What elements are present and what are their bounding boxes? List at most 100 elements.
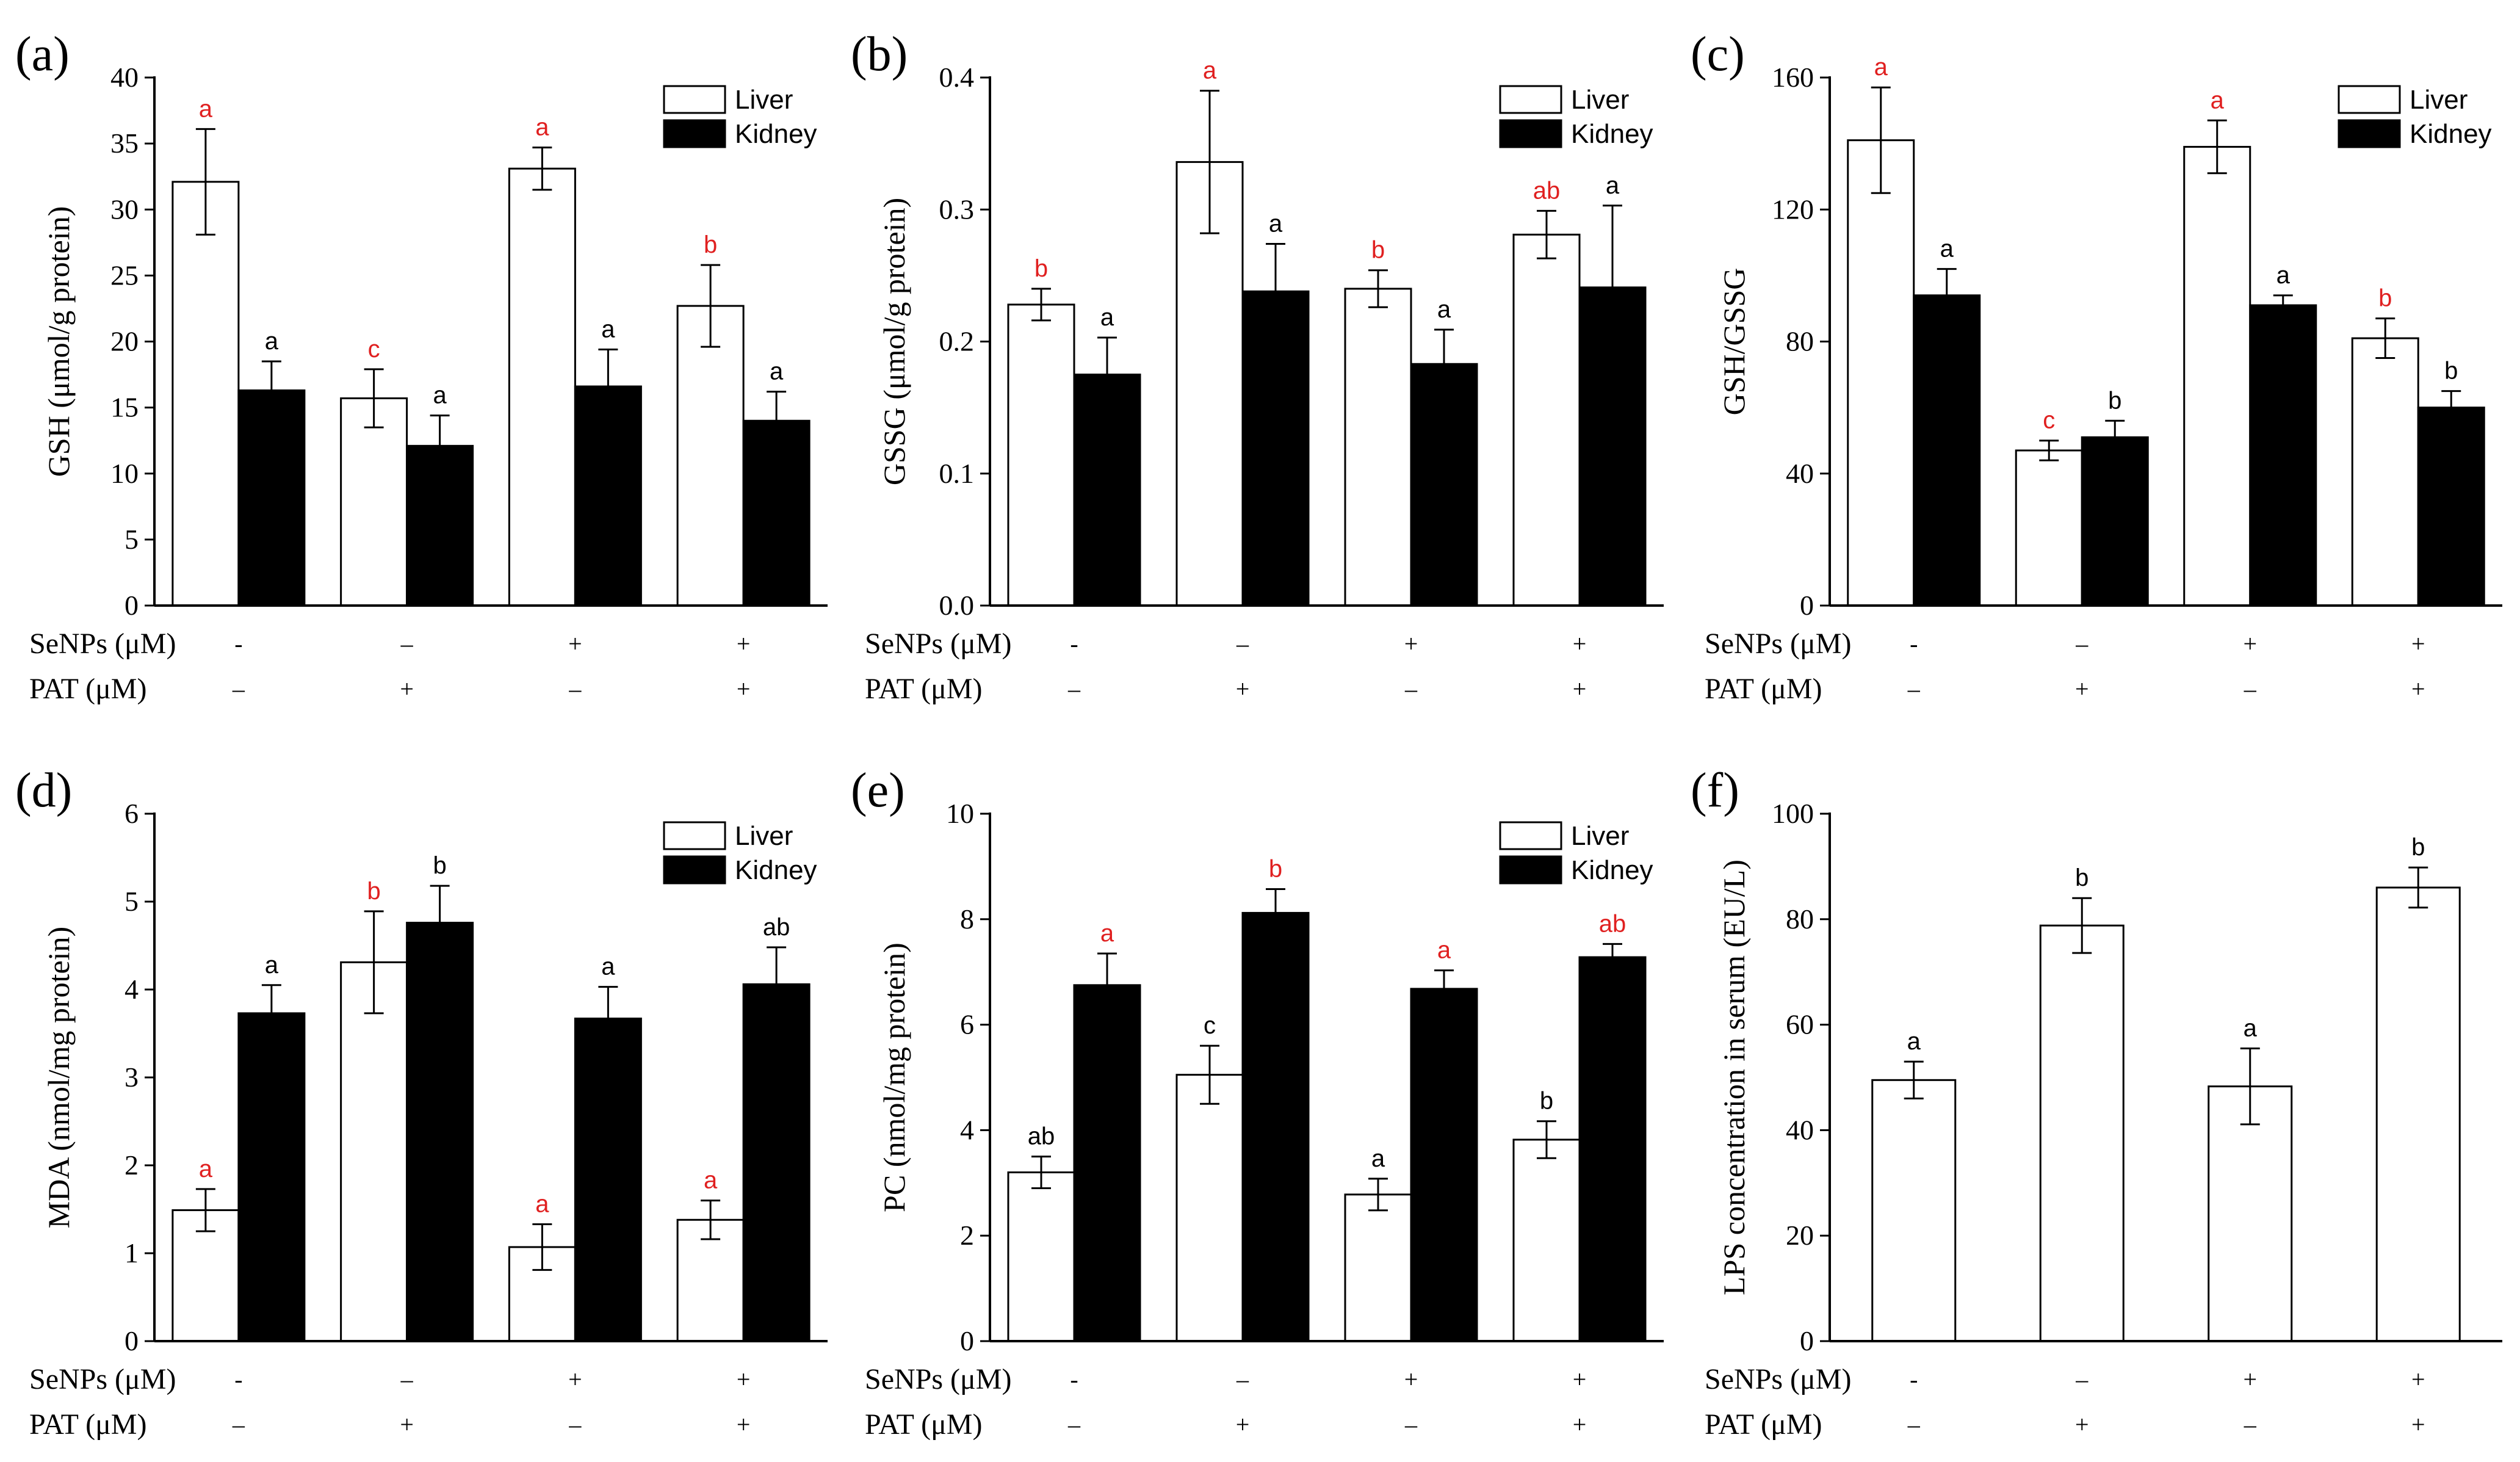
chart-panel-c: (c) 0 40 80 120 160 GSH/GSSG a c a b a b a b Liver Kidne… <box>1691 27 2502 705</box>
y-tick-label: 80 <box>1786 903 1814 935</box>
y-tick-label: 4 <box>960 1114 974 1145</box>
y-tick-label: 1 <box>125 1237 139 1268</box>
bar-kidney <box>2417 407 2485 607</box>
y-tick-label: 120 <box>1772 194 1814 225</box>
y-tick-label: 0.2 <box>939 326 975 357</box>
y-tick-label: 100 <box>1772 798 1814 829</box>
y-tick-label: 10 <box>946 798 974 829</box>
significance-letter: ab <box>1533 177 1561 204</box>
senps-sign: - <box>234 1366 242 1393</box>
panel-label: (e) <box>851 764 905 817</box>
pat-sign: – <box>1907 1411 1921 1438</box>
legend-swatch-liver <box>663 85 726 114</box>
legend-label: Liver <box>1571 85 1629 115</box>
significance-letter: b <box>704 231 717 258</box>
y-tick-label: 35 <box>110 128 139 159</box>
y-tick-label: 20 <box>1786 1220 1814 1251</box>
pat-label: PAT (μM) <box>1705 673 1822 705</box>
bar-kidney <box>237 1012 306 1342</box>
y-tick-label: 4 <box>125 974 139 1005</box>
bar-liver <box>1344 1193 1412 1342</box>
y-tick-label: 0.1 <box>939 458 975 489</box>
chart-panel-a: (a) 0 5 10 15 20 25 30 35 40 GSH (μmol/g protein) a… <box>15 27 828 705</box>
chart-panel-f: (f) 0 20 40 60 80 100 LPS concentration in seru… <box>1691 764 2502 1441</box>
y-axis-title: LPS concentration in serum (EU/L) <box>1717 859 1751 1295</box>
y-tick-label: 40 <box>1786 1114 1814 1145</box>
pat-sign: – <box>568 1411 582 1438</box>
legend-label: Kidney <box>735 119 817 149</box>
bar-kidney <box>574 1018 642 1342</box>
bar-kidney <box>2081 436 2149 607</box>
bar-liver <box>1007 303 1075 607</box>
bar-liver <box>1007 1171 1075 1342</box>
pat-sign: – <box>1907 675 1921 703</box>
senps-sign: + <box>737 1366 751 1393</box>
significance-letter: ab <box>1599 910 1626 937</box>
y-tick-label: 10 <box>110 458 139 489</box>
bar-lps <box>2208 1085 2293 1342</box>
significance-letter: a <box>704 1167 718 1194</box>
pat-label: PAT (μM) <box>865 1408 982 1441</box>
pat-sign: – <box>568 675 582 703</box>
senps-sign: + <box>568 1366 582 1393</box>
legend-swatch-kidney <box>1499 855 1562 885</box>
significance-letter: a <box>1437 296 1451 323</box>
significance-letter: c <box>2043 407 2055 434</box>
pat-sign: – <box>1067 1411 1081 1438</box>
senps-label: SeNPs (μM) <box>1705 628 1851 660</box>
significance-letter: b <box>2108 387 2121 414</box>
bar-liver <box>508 167 576 607</box>
chart-panel-b: (b) 0.0 0.1 0.2 0.3 0.4 GSSG (μmol/g protein) b… <box>851 27 1664 705</box>
significance-letter: a <box>1437 937 1451 964</box>
pat-label: PAT (μM) <box>29 673 146 705</box>
significance-letter: b <box>433 852 447 879</box>
pat-sign: + <box>2411 675 2425 703</box>
y-tick-label: 0.4 <box>939 62 975 93</box>
significance-letter: a <box>199 1156 213 1182</box>
bar-liver <box>2183 146 2251 607</box>
bar-kidney <box>1410 988 1478 1342</box>
senps-sign: + <box>1573 630 1587 657</box>
pat-sign: – <box>1404 675 1418 703</box>
bar-kidney <box>1241 911 1310 1342</box>
senps-label: SeNPs (μM) <box>865 1363 1011 1395</box>
y-tick-label: 3 <box>125 1062 139 1093</box>
pat-sign: + <box>1236 1411 1250 1438</box>
y-tick-label: 0 <box>125 590 139 621</box>
y-tick-label: 0.3 <box>939 194 975 225</box>
bar-liver <box>1847 139 1915 607</box>
y-tick-label: 6 <box>960 1009 974 1040</box>
significance-letter: a <box>1606 172 1620 199</box>
bar-kidney <box>1913 294 1981 607</box>
senps-sign: - <box>1910 1366 1918 1393</box>
legend-label: Liver <box>735 85 793 115</box>
senps-sign: – <box>1236 1366 1249 1393</box>
senps-sign: - <box>1910 630 1918 657</box>
senps-sign: – <box>400 630 414 657</box>
senps-sign: + <box>2243 1366 2257 1393</box>
significance-letter: b <box>1540 1088 1553 1115</box>
legend-swatch-kidney <box>2338 119 2401 148</box>
senps-sign: + <box>737 630 751 657</box>
significance-letter: c <box>1204 1012 1216 1039</box>
pat-sign: – <box>232 675 245 703</box>
y-tick-label: 30 <box>110 194 139 225</box>
senps-label: SeNPs (μM) <box>865 628 1011 660</box>
pat-sign: – <box>2244 675 2257 703</box>
legend-label: Liver <box>735 821 793 851</box>
legend-swatch-kidney <box>663 119 726 148</box>
senps-sign: + <box>1404 630 1418 657</box>
y-tick-label: 2 <box>125 1149 139 1181</box>
legend-swatch-liver <box>1499 821 1562 850</box>
senps-sign: + <box>1404 1366 1418 1393</box>
significance-letter: b <box>367 878 381 905</box>
senps-label: SeNPs (μM) <box>1705 1363 1851 1395</box>
senps-sign: - <box>1070 630 1078 657</box>
significance-letter: a <box>433 382 447 409</box>
bar-kidney <box>2249 304 2317 607</box>
senps-sign: - <box>234 630 242 657</box>
y-tick-label: 6 <box>125 798 139 829</box>
significance-letter: b <box>1034 255 1048 282</box>
significance-letter: a <box>2276 262 2291 289</box>
